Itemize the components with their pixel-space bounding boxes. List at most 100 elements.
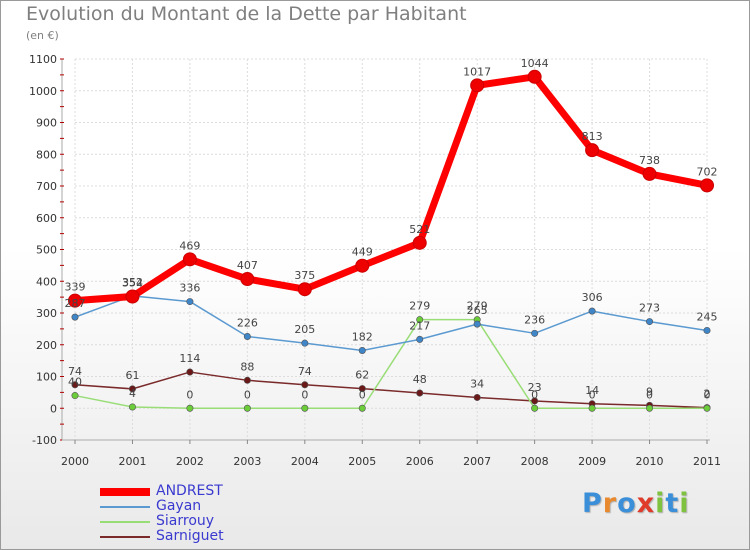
brand-letter: o [617,488,637,519]
data-label-andrest: 375 [294,269,315,282]
data-label-sarniguet: 61 [125,369,139,382]
data-point-siarrouy [703,404,711,412]
x-tick-label: 2004 [291,455,319,468]
data-label-siarrouy: 0 [589,388,596,401]
data-label-siarrouy: 0 [646,388,653,401]
brand-letter: x [636,488,656,519]
data-label-gayan: 217 [409,319,430,332]
data-point-sarniguet [71,381,79,389]
data-label-andrest: 449 [352,246,373,259]
data-point-andrest [182,252,197,267]
data-label-gayan: 273 [639,302,660,315]
data-label-siarrouy: 0 [186,388,193,401]
data-label-siarrouy: 279 [467,300,488,313]
data-label-sarniguet: 34 [470,377,484,390]
data-label-siarrouy: 0 [704,388,711,401]
data-label-gayan: 236 [524,313,545,326]
x-tick-label: 2005 [348,455,376,468]
data-point-gayan [646,318,654,326]
y-tick-label: 1100 [29,53,57,66]
x-tick-label: 2001 [118,455,146,468]
x-tick-label: 2003 [233,455,261,468]
data-point-gayan [416,335,424,343]
data-label-andrest: 354 [122,276,143,289]
data-point-andrest [125,289,140,304]
data-label-sarniguet: 48 [413,373,427,386]
x-tick-label: 2006 [406,455,434,468]
legend-swatch [100,488,150,496]
data-point-gayan [186,298,194,306]
legend-label: Gayan [156,498,202,514]
y-tick-label: 800 [36,148,57,161]
data-label-andrest: 521 [409,223,430,236]
data-label-sarniguet: 74 [68,365,82,378]
data-point-andrest [642,166,657,181]
data-point-gayan [358,346,366,354]
x-tick-label: 2007 [463,455,491,468]
data-point-sarniguet [186,368,194,376]
data-point-gayan [531,329,539,337]
y-tick-label: 200 [36,339,57,352]
data-point-andrest [68,293,82,308]
data-label-andrest: 469 [179,239,200,252]
data-point-siarrouy [243,404,251,412]
data-label-sarniguet: 88 [240,360,254,373]
y-tick-label: 300 [36,307,57,320]
data-point-siarrouy [71,392,79,400]
data-label-sarniguet: 9 [646,385,653,398]
data-label-andrest: 339 [65,281,86,294]
y-tick-label: 600 [36,212,57,225]
brand-letter: r [602,488,618,519]
data-point-siarrouy [186,404,194,412]
data-point-sarniguet [243,376,251,384]
data-point-sarniguet [128,385,136,393]
data-point-gayan [71,313,79,321]
data-point-siarrouy [416,316,424,324]
data-label-sarniguet: 62 [355,369,369,382]
data-label-gayan: 306 [582,291,603,304]
data-label-gayan: 205 [294,323,315,336]
data-label-siarrouy: 0 [359,388,366,401]
data-point-gayan [588,307,596,315]
data-point-andrest [585,143,600,158]
data-point-andrest [297,282,312,297]
data-label-sarniguet: 114 [179,352,200,365]
data-label-gayan: 245 [697,310,718,323]
legend-label: Siarrouy [156,513,215,529]
data-label-sarniguet: 74 [298,365,312,378]
brand-letter: i [679,488,690,519]
chart-title: Evolution du Montant de la Dette par Hab… [26,3,467,25]
legend-swatch [100,536,150,538]
x-tick-label: 2000 [61,455,89,468]
data-point-sarniguet [473,393,481,401]
data-point-siarrouy [646,404,654,412]
data-point-gayan [703,326,711,334]
data-point-sarniguet [358,385,366,393]
y-tick-label: 700 [36,180,57,193]
legend-swatch [100,506,150,508]
data-label-gayan: 182 [352,330,373,343]
brand-logo: Proxiti [582,488,690,519]
legend-swatch [100,521,150,523]
x-tick-label: 2009 [578,455,606,468]
data-label-sarniguet: 2 [704,388,711,401]
data-label-andrest: 407 [237,259,258,272]
data-label-andrest: 702 [697,165,718,178]
brand-letter: t [665,488,680,519]
data-label-siarrouy: 0 [531,388,538,401]
legend-label: ANDREST [156,483,223,499]
data-label-siarrouy: 0 [301,388,308,401]
x-tick-label: 2002 [176,455,204,468]
data-label-gayan: 287 [65,297,86,310]
data-point-andrest [240,272,255,287]
data-point-siarrouy [358,404,366,412]
chart-subtitle: (en €) [26,29,59,42]
y-tick-label: 1000 [29,85,57,98]
data-point-andrest [355,258,370,273]
y-tick-label: -100 [32,434,57,447]
data-point-andrest [527,69,542,84]
data-label-gayan: 352 [122,276,143,289]
data-label-gayan: 226 [237,316,258,329]
y-tick-label: 100 [36,371,57,384]
data-label-gayan: 265 [467,304,488,317]
